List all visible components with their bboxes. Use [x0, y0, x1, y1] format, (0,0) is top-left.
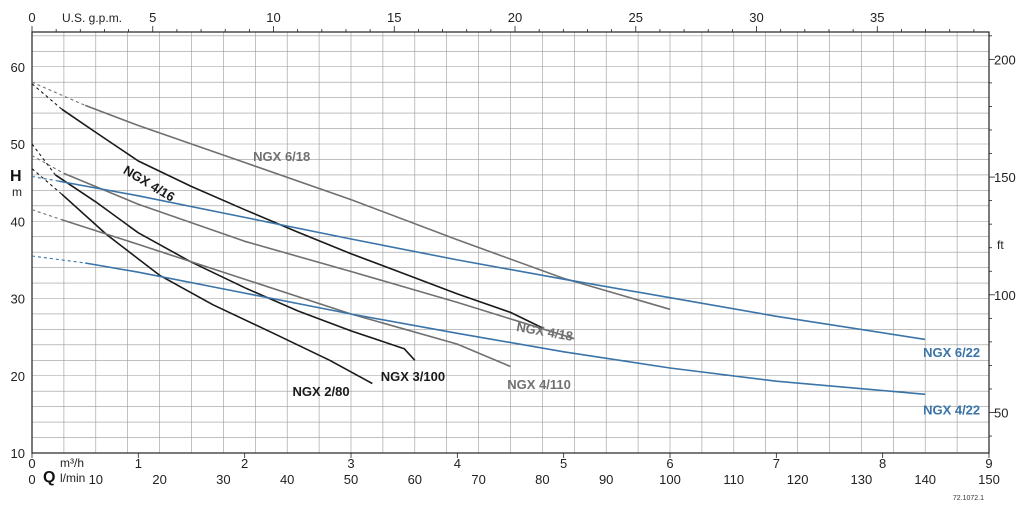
- y-tick-label: 30: [11, 292, 25, 307]
- x-tick-label-m3h: 9: [985, 456, 992, 471]
- curve-extrapolation-ngx-6-18: [31, 81, 86, 106]
- pump-curves: [31, 81, 926, 396]
- y-axis-unit: m: [12, 185, 22, 199]
- x-tick-label-lmin: 150: [978, 472, 1000, 487]
- x-tick-label-lmin: 20: [152, 472, 166, 487]
- curve-label-ngx-4-22: NGX 4/22: [923, 402, 980, 417]
- x-tick-label-gpm: 10: [266, 10, 280, 25]
- x-tick-label-gpm: 0: [28, 10, 35, 25]
- x-tick-label-m3h: 4: [454, 456, 461, 471]
- curve-ngx-2-80: [61, 193, 373, 385]
- x-tick-label-gpm: 20: [508, 10, 522, 25]
- curve-label-ngx-6-18: NGX 6/18: [253, 149, 310, 164]
- x-tick-label-m3h: 6: [666, 456, 673, 471]
- curve-label-ngx-2-80: NGX 2/80: [293, 384, 350, 399]
- curve-ngx-4-110: [61, 218, 511, 368]
- x-tick-label-lmin: 90: [599, 472, 613, 487]
- plot-frame: [31, 26, 995, 458]
- plot-border: [31, 31, 990, 454]
- y-tick-label-ft: 100: [994, 288, 1016, 303]
- x-tick-label-m3h: 8: [879, 456, 886, 471]
- x-tick-label-lmin: 50: [344, 472, 358, 487]
- x-axis-unit-lmin: l/min: [60, 471, 85, 485]
- y-axis-label: H: [10, 168, 22, 185]
- x-tick-label-lmin: 60: [408, 472, 422, 487]
- x-axis-unit-m3h: m³/h: [60, 456, 84, 470]
- x-tick-label-lmin: 140: [914, 472, 936, 487]
- x-tick-label-gpm: 35: [870, 10, 884, 25]
- x-tick-label-lmin: 10: [89, 472, 103, 487]
- x-tick-label-lmin: 80: [535, 472, 549, 487]
- x-tick-label-lmin: 40: [280, 472, 294, 487]
- curve-extrapolation-ngx-2-80: [31, 168, 63, 195]
- y-tick-label: 50: [11, 137, 25, 152]
- x-tick-label-lmin: 30: [216, 472, 230, 487]
- curve-extrapolation-ngx-4-22: [31, 255, 86, 264]
- x-tick-label-lmin: 70: [471, 472, 485, 487]
- x-tick-label-m3h: 2: [241, 456, 248, 471]
- curve-label-ngx-3-100: NGX 3/100: [381, 369, 445, 384]
- top-axis-unit: U.S. g.p.m.: [62, 11, 122, 25]
- y-tick-label: 10: [11, 446, 25, 461]
- curve-extrapolation-ngx-4-110: [31, 209, 62, 221]
- x-tick-label-lmin: 100: [659, 472, 681, 487]
- x-tick-label-m3h: 1: [135, 456, 142, 471]
- x-tick-label-gpm: 15: [387, 10, 401, 25]
- x-tick-label-m3h: 7: [773, 456, 780, 471]
- curve-extrapolation-ngx-4-16: [31, 83, 63, 110]
- y-tick-label: 60: [11, 60, 25, 75]
- x-tick-label-lmin: 110: [723, 472, 744, 487]
- x-tick-label-m3h: 5: [560, 456, 567, 471]
- curve-ngx-4-18: [63, 172, 575, 340]
- y-tick-label-ft: 50: [994, 406, 1008, 421]
- y-tick-label: 40: [11, 214, 25, 229]
- curve-ngx-6-22: [58, 180, 926, 341]
- x-tick-label-lmin: 130: [851, 472, 873, 487]
- curve-ngx-4-22: [85, 262, 926, 396]
- curve-extrapolation-ngx-3-100: [31, 143, 56, 176]
- x-tick-label-m3h: 0: [28, 456, 35, 471]
- curve-label-ngx-6-22: NGX 6/22: [923, 345, 980, 360]
- x-tick-label-lmin: 0: [28, 472, 35, 487]
- y-tick-label-ft: 200: [994, 52, 1016, 67]
- curve-ngx-3-100: [54, 174, 416, 361]
- y-tick-label: 20: [11, 369, 25, 384]
- curve-label-ngx-4-110: NGX 4/110: [507, 377, 571, 392]
- curve-label-ngx-4-18: NGX 4/18: [515, 319, 574, 344]
- x-axis-label: Q: [43, 469, 55, 486]
- right-axis-unit: ft: [997, 238, 1004, 252]
- x-tick-label-m3h: 3: [347, 456, 354, 471]
- curve-extrapolation-ngx-6-22: [31, 175, 59, 182]
- chart-code: 72.1072.1: [953, 495, 984, 502]
- chart-grid: [31, 32, 990, 454]
- x-tick-label-gpm: 30: [749, 10, 763, 25]
- curve-ngx-4-16: [61, 108, 543, 329]
- y-tick-label-ft: 150: [994, 170, 1016, 185]
- x-tick-label-lmin: 120: [787, 472, 809, 487]
- x-tick-label-gpm: 5: [149, 10, 156, 25]
- x-tick-label-gpm: 25: [629, 10, 643, 25]
